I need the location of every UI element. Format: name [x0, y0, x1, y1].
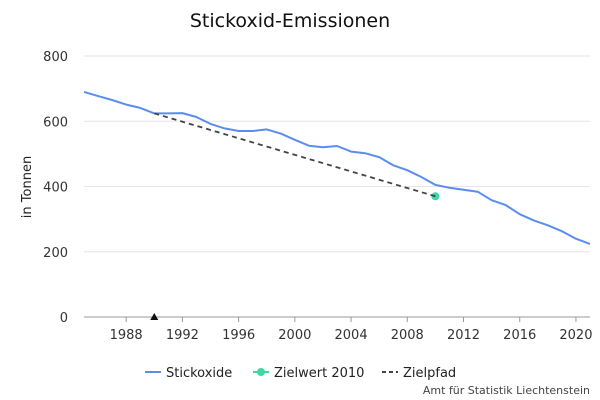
grid-lines	[84, 55, 590, 253]
x-tick-label: 2004	[335, 328, 368, 343]
legend-label: Zielwert 2010	[274, 366, 364, 381]
legend-item[interactable]: Zielpfad	[382, 366, 456, 381]
x-tick-label: 1988	[110, 328, 143, 343]
y-tick-label: 600	[43, 115, 68, 130]
y-axis-ticks: 0 200 400 600 800	[43, 50, 68, 326]
emissions-line	[83, 90, 591, 245]
legend-item[interactable]: Zielwert 2010	[253, 366, 364, 381]
y-tick-label: 800	[43, 50, 68, 65]
annotations	[150, 313, 159, 320]
legend-label: Zielpfad	[403, 366, 456, 381]
x-tick-label: 2016	[503, 328, 536, 343]
target-path-line	[154, 112, 436, 198]
triangle-marker	[150, 313, 159, 320]
legend: Stickoxide Zielwert 2010 Zielpfad	[145, 366, 456, 381]
series	[83, 90, 591, 245]
x-tick-label: 2008	[391, 328, 424, 343]
x-tick-label: 2020	[559, 328, 592, 343]
x-tick-label: 2000	[278, 328, 311, 343]
y-axis-label: in Tonnen	[20, 156, 35, 218]
legend-item[interactable]: Stickoxide	[145, 366, 232, 381]
y-tick-label: 200	[43, 246, 68, 261]
legend-swatch-point	[257, 368, 265, 376]
target-point	[431, 192, 440, 201]
x-tick-label: 1996	[222, 328, 255, 343]
x-tick-label: 2012	[447, 328, 480, 343]
source-note: Amt für Statistik Liechtenstein	[423, 384, 590, 397]
chart-title: Stickoxid-Emissionen	[190, 10, 390, 32]
x-axis-ticks: 1988 1992 1996 2000 2004 2008 2012 2016 2020	[110, 317, 592, 343]
x-tick-label: 1992	[166, 328, 199, 343]
legend-label: Stickoxide	[166, 366, 232, 381]
y-tick-label: 400	[43, 181, 68, 196]
y-tick-label: 0	[60, 311, 68, 326]
